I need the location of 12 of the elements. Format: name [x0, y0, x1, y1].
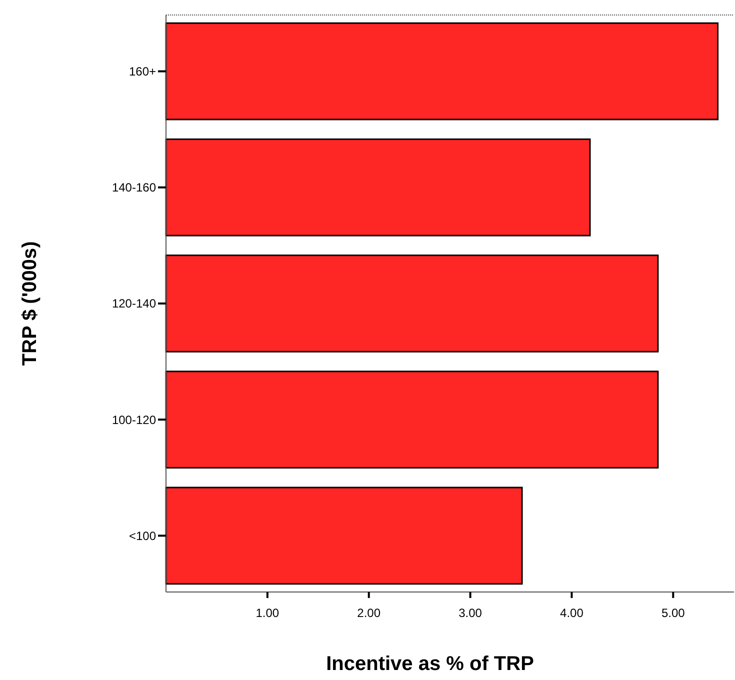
y-tick-label: 100-120: [112, 412, 156, 427]
x-tick-label: 4.00: [560, 606, 584, 620]
y-tick-label: <100: [128, 528, 156, 543]
x-tick-label: 1.00: [256, 606, 280, 620]
y-tick-label: 160+: [128, 64, 156, 79]
x-tick-label: 2.00: [357, 606, 381, 620]
x-axis-title: Incentive as % of TRP: [326, 653, 534, 675]
x-tick-label: 3.00: [458, 606, 482, 620]
y-tick-label: 140-160: [112, 180, 156, 195]
y-tick-label: 120-140: [112, 296, 156, 311]
y-axis-title: TRP $ ('000s): [19, 241, 41, 366]
x-tick-label: 5.00: [661, 606, 686, 620]
